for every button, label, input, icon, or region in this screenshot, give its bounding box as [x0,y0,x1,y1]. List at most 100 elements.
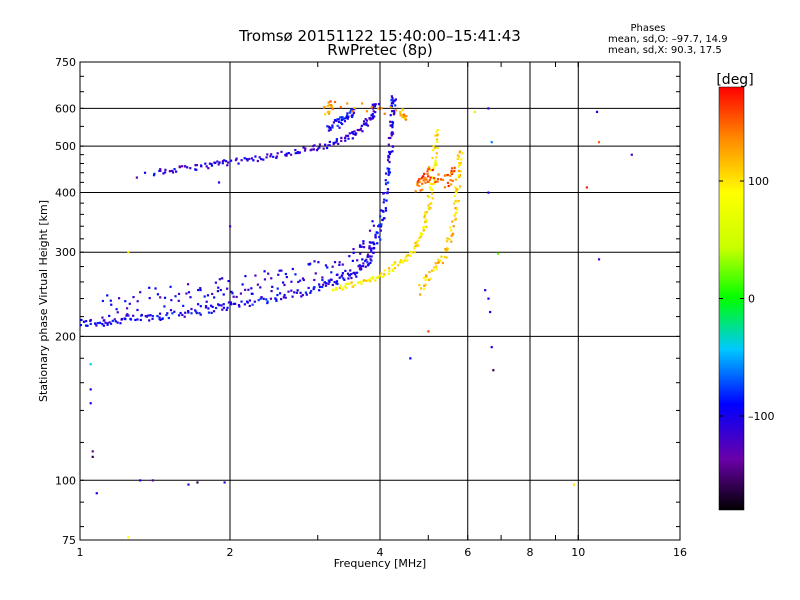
echo-point [259,286,262,289]
echo-point [266,153,269,156]
echo-point [424,176,427,180]
echo-point [346,117,349,120]
echo-point [425,225,428,229]
echo-point [445,248,448,252]
echo-point [350,131,354,134]
echo-point [256,283,259,286]
echo-point [332,143,335,146]
echo-point [326,125,329,128]
echo-point [340,139,343,143]
echo-point [410,251,413,254]
echo-point [391,102,395,105]
echo-point [432,182,436,185]
echo-point [487,297,490,300]
echo-point [427,180,430,183]
echo-point [383,269,386,272]
echo-point [332,121,335,124]
echo-point [159,296,162,299]
echo-point [197,288,200,292]
echo-point [116,311,119,314]
echo-point [423,214,426,217]
echo-point [431,156,434,160]
echo-point [194,164,197,167]
echo-point [360,282,363,286]
echo-point [241,283,244,286]
echo-point [387,156,390,159]
echo-point [101,299,104,303]
echo-point [436,180,439,183]
echo-point [393,267,397,270]
echo-point [446,247,449,250]
echo-point [359,252,362,255]
echo-point [429,188,432,191]
echo-point [339,116,342,119]
echo-point [370,106,373,109]
echo-point [338,126,341,129]
echo-point [195,168,198,171]
echo-point [389,114,392,117]
echo-point [453,194,456,198]
echo-point [425,275,428,278]
echo-point [291,295,294,298]
echo-point [195,163,198,167]
echo-point [382,217,386,220]
echo-point [218,278,221,281]
echo-point [333,119,337,122]
y-tick-label: 400 [55,186,76,199]
echo-point [156,314,159,318]
echo-point [102,324,105,327]
echo-point [182,304,185,307]
echo-point [369,261,372,265]
colorbar-gradient [719,87,744,510]
echo-point [351,137,354,140]
echo-point [335,138,338,141]
echo-point [437,258,440,261]
echo-point [383,198,386,201]
echo-point [185,292,188,295]
echo-point [173,168,176,171]
echo-point [496,252,500,255]
echo-point [458,185,462,188]
colorbar-tick-label: –100 [748,410,775,423]
echo-point [307,286,310,290]
echo-point [361,102,364,105]
echo-point [343,278,346,281]
echo-point [200,165,203,168]
echo-point [344,269,347,272]
echo-point [358,267,362,270]
echo-point [327,101,330,104]
echo-point [419,189,422,192]
echo-point [354,273,357,276]
echo-point [367,279,370,282]
echo-point [440,255,443,258]
echo-point [199,288,202,292]
echo-point [429,176,432,179]
echo-point [318,143,322,146]
echo-point [355,271,359,274]
echo-point [243,303,246,306]
echo-point [341,272,344,275]
echo-point [343,285,346,288]
echo-point [113,318,116,321]
echo-point [341,287,345,290]
echo-point [418,236,421,240]
echo-point [391,145,395,148]
echo-point [336,124,339,127]
echo-point [94,322,97,325]
echo-point [388,267,391,270]
echo-point [426,172,429,175]
echo-point [310,289,313,293]
echo-point [89,322,92,326]
echo-point [290,289,293,292]
echo-point [229,159,233,162]
echo-point [356,128,359,132]
echo-point [235,295,238,299]
echo-point [373,243,376,246]
echo-point [417,180,420,183]
echo-point [316,147,320,150]
echo-point [148,286,151,289]
echo-point [280,150,283,153]
echo-point [340,136,343,140]
phase-stats-o: mean, sd,O: –97.7, 14.9 [608,34,728,45]
echo-point [378,223,381,227]
